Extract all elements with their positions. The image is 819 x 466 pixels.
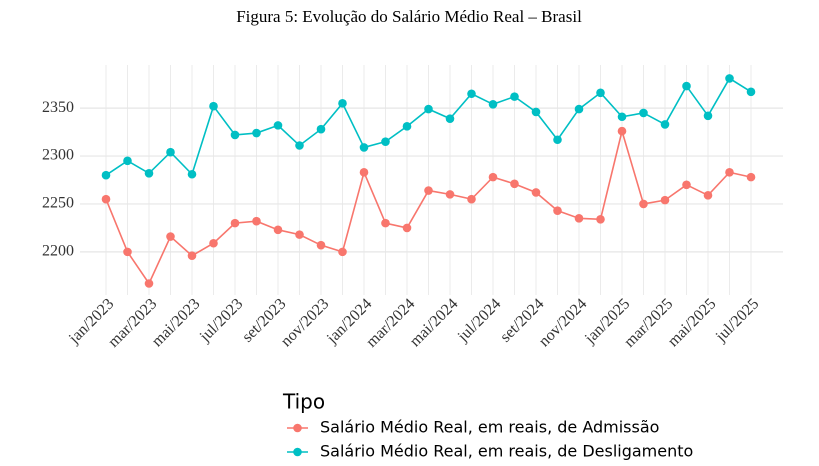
data-point — [230, 218, 240, 228]
data-point — [510, 92, 519, 101]
data-point — [424, 104, 433, 114]
data-point — [703, 191, 713, 200]
chart-title: Figura 5: Evolução do Salário Médio Real… — [236, 7, 582, 26]
legend-swatch — [293, 423, 302, 433]
data-point — [553, 206, 562, 215]
data-point — [230, 130, 240, 140]
data-point — [617, 126, 627, 136]
data-point — [639, 108, 648, 118]
data-point — [488, 99, 498, 109]
data-point — [209, 238, 218, 248]
data-point — [510, 179, 519, 189]
y-tick-label: 2300 — [42, 147, 74, 164]
data-point — [467, 194, 476, 204]
data-point — [574, 104, 584, 114]
x-tick-label: jul/2024 — [454, 295, 504, 345]
data-point — [703, 111, 713, 121]
data-point — [402, 122, 412, 131]
data-point — [166, 232, 175, 241]
data-point — [488, 172, 498, 182]
x-tick-label: jul/2023 — [196, 295, 246, 345]
data-point — [596, 214, 605, 224]
legend-swatch — [293, 447, 302, 457]
y-tick-label: 2200 — [42, 243, 74, 260]
data-point — [445, 190, 455, 199]
data-point — [531, 107, 541, 117]
data-point — [596, 88, 605, 98]
data-point — [166, 147, 175, 157]
data-point — [295, 230, 304, 239]
data-point — [725, 74, 734, 83]
x-tick-label: mai/2023 — [149, 295, 204, 350]
data-point — [273, 121, 283, 130]
data-point — [381, 218, 390, 228]
y-tick-label: 2250 — [42, 195, 74, 212]
x-tick-label: jul/2025 — [712, 295, 762, 345]
data-point — [660, 120, 670, 129]
x-tick-label: mai/2024 — [407, 295, 462, 350]
data-point — [725, 168, 734, 177]
legend-label: Salário Médio Real, em reais, de Desliga… — [320, 442, 693, 461]
data-point — [338, 247, 347, 257]
data-point — [746, 172, 756, 182]
data-point — [295, 141, 304, 150]
data-point — [187, 169, 197, 179]
data-point — [639, 199, 648, 209]
data-point — [424, 186, 433, 195]
data-point — [617, 112, 627, 122]
data-point — [187, 251, 197, 261]
data-point — [209, 101, 218, 111]
data-point — [316, 240, 326, 250]
data-point — [660, 195, 670, 205]
x-tick-label: mai/2025 — [665, 295, 720, 350]
data-point — [359, 168, 369, 177]
legend-title: Tipo — [282, 390, 325, 414]
data-point — [144, 279, 154, 288]
data-point — [359, 143, 369, 152]
data-point — [682, 81, 691, 91]
data-point — [101, 194, 111, 204]
data-point — [467, 89, 476, 99]
data-point — [746, 87, 756, 97]
legend-label: Salário Médio Real, em reais, de Admissã… — [320, 418, 659, 437]
data-point — [144, 168, 154, 178]
data-point — [252, 128, 261, 138]
x-tick-label: nov/2023 — [278, 295, 333, 350]
data-point — [316, 124, 326, 134]
data-point — [273, 225, 283, 235]
data-point — [338, 99, 347, 108]
data-point — [402, 223, 412, 233]
data-point — [553, 135, 562, 145]
data-point — [531, 188, 541, 197]
data-point — [381, 137, 390, 146]
data-point — [123, 247, 132, 257]
data-point — [123, 156, 132, 166]
data-point — [682, 180, 691, 190]
y-tick-label: 2350 — [42, 99, 74, 116]
data-point — [101, 170, 111, 180]
data-point — [574, 214, 584, 223]
data-point — [252, 216, 261, 226]
data-point — [445, 114, 455, 123]
x-tick-label: nov/2024 — [536, 295, 591, 350]
